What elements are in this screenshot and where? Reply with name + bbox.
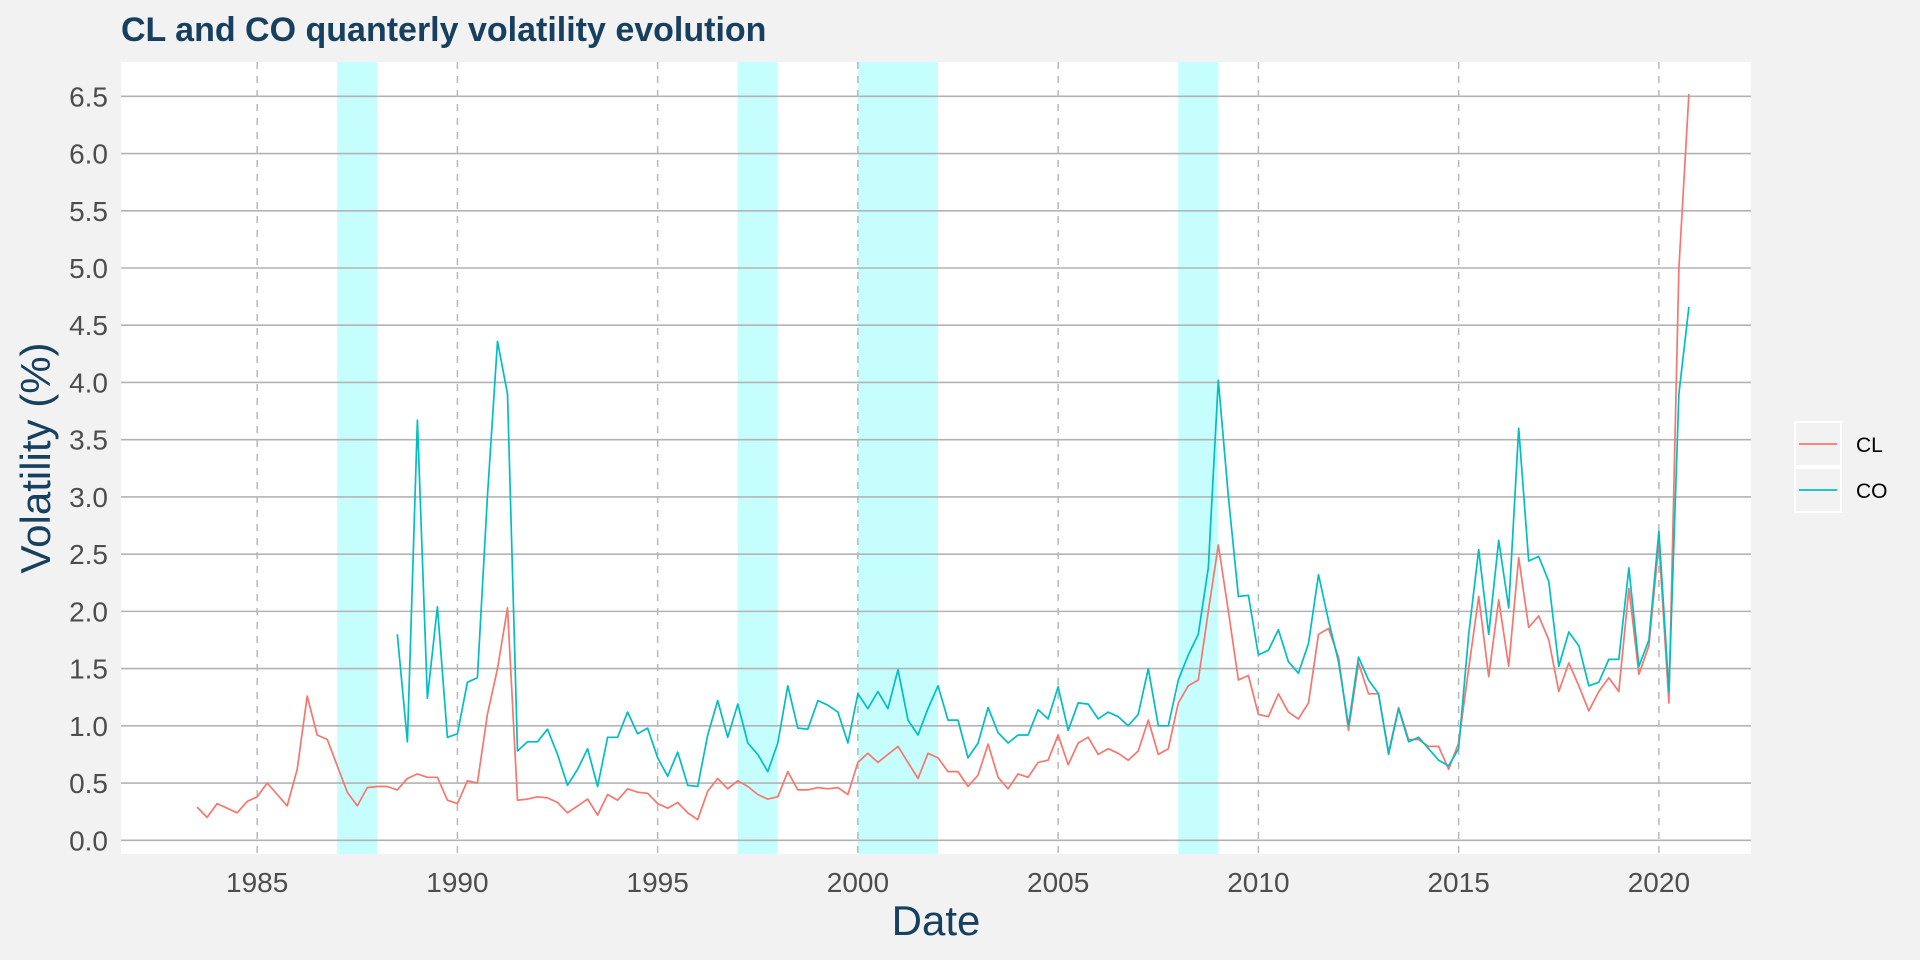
- series-line-co: [396, 306, 1690, 788]
- y-tick-label-5: 2.5: [69, 539, 108, 570]
- y-tick-label-2: 1.0: [69, 711, 108, 742]
- shaded-period-0: [337, 62, 378, 854]
- x-tick-label-4: 2005: [1027, 867, 1089, 898]
- x-tick-label-0: 1985: [226, 867, 288, 898]
- shaded-periods: [337, 62, 1219, 854]
- x-tick-label-5: 2010: [1227, 867, 1289, 898]
- x-tick-label-1: 1990: [426, 867, 488, 898]
- series-line-cl: [196, 93, 1690, 821]
- y-tick-label-10: 5.0: [69, 253, 108, 284]
- y-axis-title: Volatility (%): [12, 342, 59, 573]
- x-tick-label-7: 2020: [1628, 867, 1690, 898]
- chart-title: CL and CO quanterly volatility evolution: [121, 11, 766, 49]
- legend: CL CO: [1794, 421, 1888, 513]
- x-tick-label-6: 2015: [1427, 867, 1489, 898]
- y-tick-label-4: 2.0: [69, 596, 108, 627]
- y-tick-labels: 0.0 0.5 1.0 1.5 2.0 2.5 3.0 3.5 4.0 4.5 5.0 5.5 6.0 6…: [69, 81, 108, 856]
- vertical-gridlines: [256, 62, 1660, 854]
- y-tick-label-1: 0.5: [69, 768, 108, 799]
- y-tick-label-13: 6.5: [69, 81, 108, 112]
- x-tick-label-3: 2000: [827, 867, 889, 898]
- shaded-period-1: [737, 62, 778, 854]
- y-tick-label-7: 3.5: [69, 425, 108, 456]
- y-tick-label-3: 1.5: [69, 654, 108, 685]
- series-lines: [196, 93, 1690, 821]
- shaded-period-3: [1178, 62, 1219, 854]
- x-tick-label-2: 1995: [627, 867, 689, 898]
- shaded-period-2: [857, 62, 939, 854]
- y-tick-label-9: 4.5: [69, 310, 108, 341]
- y-tick-label-12: 6.0: [69, 139, 108, 170]
- y-tick-label-8: 4.0: [69, 367, 108, 398]
- horizontal-gridlines: [121, 95, 1751, 842]
- y-tick-label-11: 5.5: [69, 196, 108, 227]
- y-tick-label-0: 0.0: [69, 825, 108, 856]
- legend-label-co: CO: [1856, 480, 1888, 503]
- x-axis-title: Date: [892, 897, 981, 944]
- y-tick-label-6: 3.0: [69, 482, 108, 513]
- legend-label-cl: CL: [1856, 434, 1883, 457]
- x-tick-labels: 1985 1990 1995 2000 2005 2010 2015 2020: [226, 867, 1690, 898]
